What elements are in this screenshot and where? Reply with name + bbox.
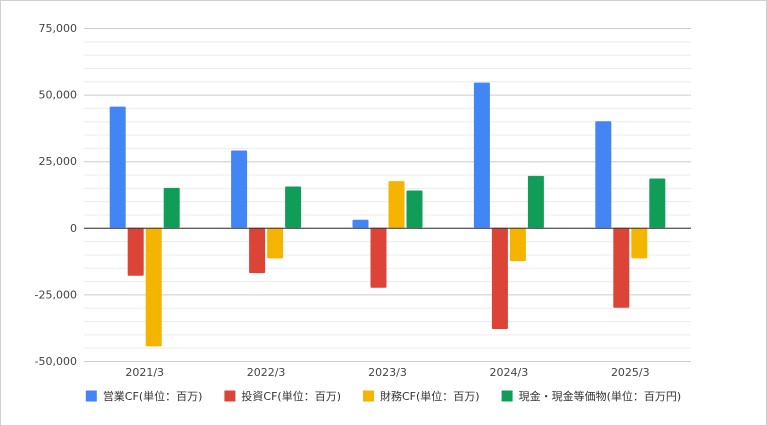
- x-tick-label: 2022/3: [247, 366, 286, 379]
- bars: [109, 82, 666, 347]
- bar-2-2022-3: [249, 227, 266, 274]
- x-tick-label: 2024/3: [490, 366, 529, 379]
- y-tick-label: 0: [70, 222, 77, 235]
- bar-2-2023-3: [370, 227, 387, 288]
- bar-3-2022-3: [267, 227, 284, 259]
- legend-item-4[interactable]: 現金・現金等価物(単位：百万円): [501, 389, 682, 403]
- legend-swatch: [224, 390, 236, 402]
- bar-1-2025-3: [595, 121, 612, 228]
- gridlines: [84, 28, 691, 362]
- bar-1-2024-3: [473, 82, 490, 228]
- bar-4-2022-3: [285, 186, 302, 228]
- bar-3-2025-3: [631, 227, 648, 259]
- y-tick-label: -25,000: [35, 288, 77, 301]
- legend-label: 財務CF(単位：百万): [380, 389, 480, 403]
- bar-3-2023-3: [388, 181, 405, 228]
- legend-item-3[interactable]: 財務CF(単位：百万): [363, 389, 480, 403]
- bar-2-2025-3: [613, 227, 630, 308]
- bar-1-2022-3: [231, 150, 248, 228]
- y-tick-label: 50,000: [39, 89, 78, 102]
- bar-4-2024-3: [527, 175, 544, 228]
- bar-3-2024-3: [509, 227, 526, 262]
- y-axis-ticks: 75,000 50,000 25,000 0 -25,000 -50,000: [35, 22, 77, 368]
- bar-4-2023-3: [406, 190, 423, 228]
- legend[interactable]: 営業CF(単位：百万) 投資CF(単位：百万) 財務CF(単位：百万) 現金・現金等価…: [85, 389, 682, 403]
- legend-swatch: [501, 390, 513, 402]
- x-tick-label: 2021/3: [125, 366, 164, 379]
- bar-1-2023-3: [352, 219, 369, 228]
- bar-2-2024-3: [491, 227, 508, 330]
- bar-4-2025-3: [649, 178, 666, 228]
- bar-2-2021-3: [127, 227, 144, 276]
- legend-label: 投資CF(単位：百万): [241, 389, 341, 403]
- y-tick-label: -50,000: [35, 355, 77, 368]
- bar-4-2021-3: [163, 187, 180, 228]
- x-tick-label: 2025/3: [611, 366, 650, 379]
- legend-item-2[interactable]: 投資CF(単位：百万): [224, 389, 341, 403]
- bar-1-2021-3: [109, 106, 126, 228]
- bar-3-2021-3: [145, 227, 162, 347]
- y-tick-label: 75,000: [39, 22, 78, 35]
- x-axis-ticks: 2021/3 2022/3 2023/3 2024/3 2025/3: [125, 366, 649, 379]
- x-tick-label: 2023/3: [368, 366, 407, 379]
- y-tick-label: 25,000: [39, 155, 78, 168]
- legend-label: 現金・現金等価物(単位：百万円): [519, 389, 682, 403]
- legend-item-1[interactable]: 営業CF(単位：百万): [85, 389, 203, 403]
- legend-swatch: [85, 390, 97, 402]
- legend-swatch: [363, 390, 374, 402]
- legend-label: 営業CF(単位：百万): [103, 389, 203, 403]
